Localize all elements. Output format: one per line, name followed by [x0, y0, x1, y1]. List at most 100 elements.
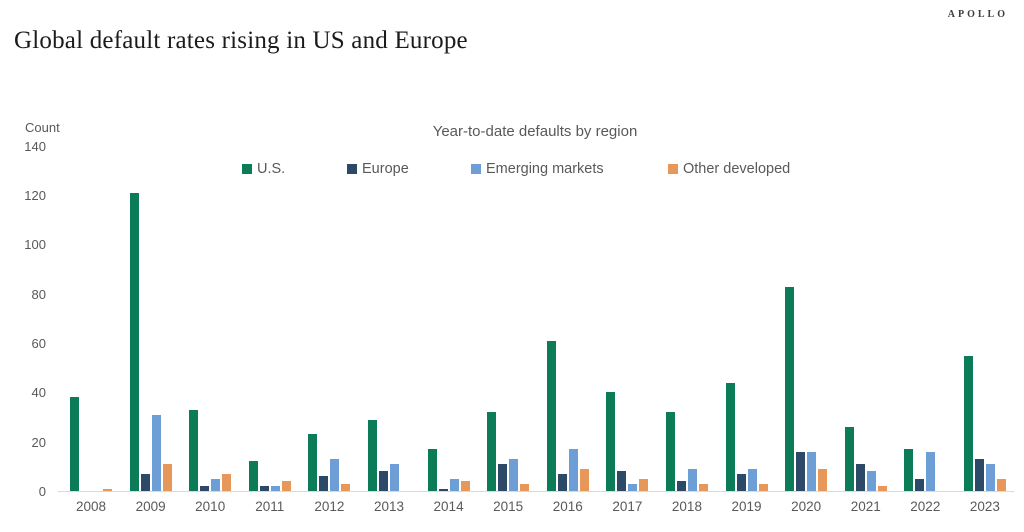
bar-other-developed-2021: [877, 486, 887, 491]
bar-emerging-markets-2020: [807, 451, 817, 491]
y-tick-label-140: 140: [24, 138, 46, 154]
y-tick-label-60: 60: [31, 335, 46, 351]
bar-group-2014: 2014: [427, 147, 470, 514]
bar-emerging-markets-2011: [270, 486, 280, 491]
bar-other-developed-2020: [818, 468, 828, 491]
bar-europe-2020: [796, 451, 806, 491]
bar-group-2019: 2019: [725, 147, 768, 514]
bar-group-2011: 2011: [248, 147, 291, 514]
bar-emerging-markets-2019: [747, 468, 757, 491]
x-tick-label-2014: 2014: [433, 499, 464, 514]
bar-group-2023: 2023: [963, 147, 1006, 514]
bar-emerging-markets-2017: [628, 483, 638, 491]
bar-group-2015: 2015: [487, 147, 530, 514]
x-tick-label-2013: 2013: [373, 499, 404, 514]
legend-item-europe: Europe: [347, 161, 409, 177]
legend-swatch-emerging-markets: [471, 164, 481, 174]
x-tick-label-2009: 2009: [135, 499, 166, 514]
bar-europe-2018: [676, 481, 686, 491]
bar-emerging-markets-2015: [509, 459, 519, 491]
legend-swatch-other-developed: [668, 164, 678, 174]
bar-group-2008: 2008: [70, 147, 112, 514]
y-tick-label-20: 20: [31, 434, 46, 450]
bar-other-developed-2008: [103, 488, 112, 491]
legend-label-other-developed: Other developed: [683, 161, 791, 177]
bar-europe-2021: [855, 463, 865, 491]
bar-us-2013: [367, 419, 377, 491]
bar-us-2017: [606, 392, 616, 491]
bar-europe-2015: [498, 463, 508, 491]
x-tick-label-2012: 2012: [314, 499, 345, 514]
bar-europe-2010: [200, 486, 210, 491]
bar-emerging-markets-2014: [449, 478, 459, 491]
legend-item-other-developed: Other developed: [668, 161, 790, 177]
bar-other-developed-2016: [579, 468, 589, 491]
bar-other-developed-2011: [281, 481, 291, 491]
legend-item-us: U.S.: [242, 161, 285, 177]
bar-group-2021: 2021: [844, 147, 887, 514]
x-tick-label-2011: 2011: [255, 499, 285, 514]
bar-emerging-markets-2022: [926, 451, 936, 491]
bar-us-2018: [665, 412, 675, 491]
bar-other-developed-2017: [639, 478, 649, 491]
bar-emerging-markets-2016: [568, 449, 578, 491]
bar-group-2016: 2016: [546, 147, 589, 514]
y-axis-title: Count: [25, 120, 60, 135]
y-tick-label-0: 0: [38, 483, 46, 499]
bar-europe-2012: [319, 476, 329, 491]
bar-other-developed-2023: [996, 478, 1006, 491]
bar-emerging-markets-2023: [985, 463, 995, 491]
page-title: Global default rates rising in US and Eu…: [14, 27, 468, 54]
bar-emerging-markets-2021: [866, 471, 876, 491]
bar-us-2012: [308, 434, 318, 491]
bar-group-2022: 2022: [904, 147, 946, 514]
bar-us-2016: [546, 340, 556, 491]
bar-us-2023: [963, 355, 973, 491]
x-tick-label-2015: 2015: [493, 499, 524, 514]
bar-europe-2011: [259, 486, 269, 491]
bar-emerging-markets-2009: [151, 414, 161, 491]
legend-label-emerging-markets: Emerging markets: [486, 161, 604, 177]
bar-europe-2016: [557, 473, 567, 491]
bar-us-2020: [785, 286, 795, 491]
bar-europe-2022: [915, 478, 925, 491]
bar-us-2021: [844, 426, 854, 491]
bar-other-developed-2014: [460, 481, 470, 491]
bar-europe-2014: [438, 488, 448, 491]
legend-label-us: U.S.: [257, 161, 286, 177]
y-tick-label-120: 120: [24, 188, 46, 203]
bar-other-developed-2018: [698, 483, 708, 491]
bar-emerging-markets-2010: [211, 478, 221, 491]
apollo-logo: APOLLO: [947, 9, 1008, 20]
y-tick-label-80: 80: [31, 286, 46, 302]
bar-europe-2013: [378, 471, 388, 491]
bar-us-2022: [904, 449, 914, 491]
bar-group-2009: 2009: [129, 147, 172, 514]
legend-swatch-us: [242, 164, 252, 174]
bar-us-2009: [129, 192, 139, 491]
bar-group-2018: 2018: [665, 147, 708, 514]
bar-europe-2009: [140, 473, 150, 491]
bar-emerging-markets-2013: [389, 463, 399, 491]
x-tick-label-2016: 2016: [552, 499, 583, 514]
x-tick-label-2021: 2021: [850, 499, 881, 514]
x-tick-label-2019: 2019: [731, 499, 762, 514]
bar-europe-2019: [736, 473, 746, 491]
bar-group-2013: 2013: [367, 147, 410, 514]
x-tick-label-2008: 2008: [75, 499, 107, 514]
bar-us-2014: [427, 449, 437, 491]
legend-label-europe: Europe: [362, 161, 409, 177]
chart-title: Year-to-date defaults by region: [432, 123, 638, 140]
bar-europe-2023: [974, 459, 984, 491]
x-tick-label-2018: 2018: [671, 499, 702, 514]
bar-group-2012: 2012: [308, 147, 351, 514]
y-tick-label-40: 40: [31, 385, 46, 401]
x-tick-label-2017: 2017: [612, 499, 643, 514]
bar-us-2010: [189, 409, 199, 491]
x-tick-label-2022: 2022: [910, 499, 941, 514]
bar-other-developed-2012: [341, 483, 351, 491]
bar-emerging-markets-2018: [687, 468, 697, 491]
legend-item-emerging-markets: Emerging markets: [471, 161, 604, 177]
bar-other-developed-2015: [520, 483, 530, 491]
bar-us-2015: [487, 412, 497, 491]
